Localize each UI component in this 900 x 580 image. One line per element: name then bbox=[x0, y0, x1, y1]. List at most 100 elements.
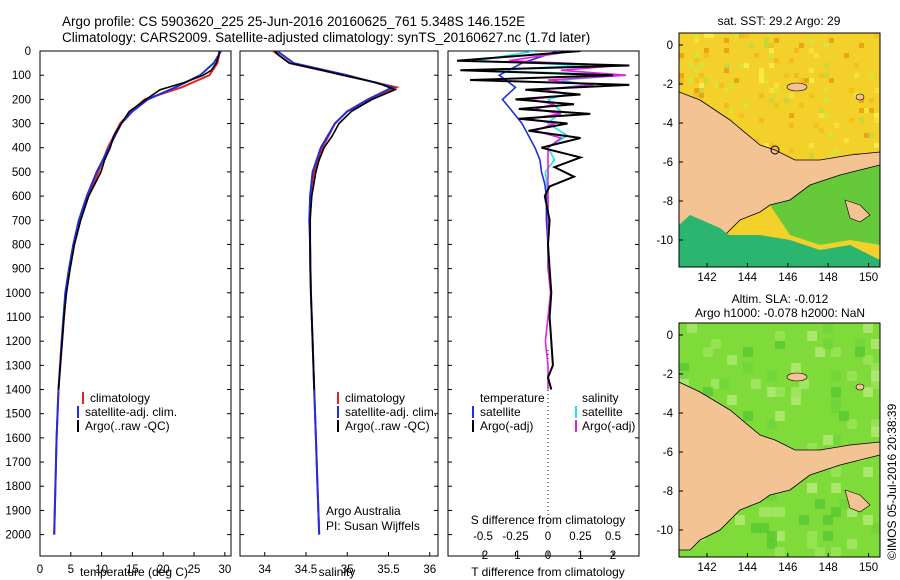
sla-cell bbox=[863, 467, 873, 477]
salinity-panel bbox=[239, 50, 439, 557]
lon-tick-label: 150 bbox=[859, 272, 878, 284]
lon-tick-label: 142 bbox=[697, 272, 716, 284]
sla-cell bbox=[711, 339, 721, 349]
sst-cell bbox=[729, 83, 734, 88]
sst-cell bbox=[784, 98, 789, 103]
temperature-tick-label: 5 bbox=[68, 564, 74, 576]
sst-map bbox=[679, 33, 880, 267]
sst-cell bbox=[774, 83, 779, 88]
sst-cell bbox=[689, 63, 694, 68]
sst-cell bbox=[679, 73, 684, 78]
sla-cell bbox=[687, 323, 697, 333]
lat-tick-label: -4 bbox=[663, 408, 674, 420]
sst-cell bbox=[754, 53, 759, 58]
depth-tick-label: 1300 bbox=[5, 360, 31, 372]
sla-cell bbox=[807, 531, 817, 541]
sla-cell bbox=[831, 395, 841, 405]
t-diff-tick-label: 1 bbox=[577, 550, 583, 562]
sla-cell bbox=[855, 339, 865, 349]
temperature-tick-label: 10 bbox=[95, 564, 108, 576]
sst-cell bbox=[789, 113, 794, 118]
sst-cell bbox=[699, 73, 704, 78]
sst-cell bbox=[699, 93, 704, 98]
sla-cell bbox=[775, 507, 785, 517]
sst-cell bbox=[859, 108, 864, 113]
sst-cell bbox=[679, 78, 684, 83]
sst-cell bbox=[809, 93, 814, 98]
sst-cell bbox=[679, 53, 684, 58]
sla-cell bbox=[823, 435, 833, 445]
temperature-tick-label: 20 bbox=[157, 564, 170, 576]
lon-tick-label: 146 bbox=[778, 272, 797, 284]
imos-stamp: ©IMOS 05-Jul-2016 20:38:39 bbox=[885, 403, 899, 560]
sla-cell bbox=[831, 483, 841, 493]
sst-cell bbox=[854, 63, 859, 68]
sst-cell bbox=[724, 48, 729, 53]
sla-cell bbox=[823, 339, 833, 349]
sst-cell bbox=[874, 143, 879, 148]
s-diff-tick-label: 0 bbox=[545, 531, 551, 543]
sla-cell bbox=[831, 347, 841, 357]
t-diff-tick-label: -1 bbox=[510, 550, 520, 562]
sla-cell bbox=[767, 387, 777, 397]
sla-cell bbox=[831, 371, 841, 381]
lon-tick-label: 144 bbox=[738, 272, 758, 284]
temperature-tick-label: 25 bbox=[188, 564, 201, 576]
sst-cell bbox=[759, 73, 764, 78]
s-diff-tick-label: -0.5 bbox=[473, 531, 493, 543]
sla-cell bbox=[871, 379, 880, 389]
sla-cell bbox=[847, 539, 857, 549]
sla-cell bbox=[847, 371, 857, 381]
sst-cell bbox=[864, 133, 869, 138]
temperature-panel bbox=[39, 50, 232, 557]
salinity-legend: climatology satellite-adj. clim. Argo(..… bbox=[326, 391, 437, 533]
t-diff-tick-label: 2 bbox=[610, 550, 616, 562]
temperature-argo-line bbox=[57, 51, 221, 390]
sst-cell bbox=[699, 83, 704, 88]
sst-cell bbox=[809, 48, 814, 53]
s-diff-tick-label: -0.25 bbox=[502, 531, 528, 543]
sla-cell bbox=[775, 547, 785, 557]
depth-tick-label: 800 bbox=[12, 239, 31, 251]
sla-cell bbox=[839, 411, 849, 421]
sst-cell bbox=[849, 88, 854, 93]
sst-cell bbox=[754, 138, 759, 143]
sst-cell bbox=[834, 123, 839, 128]
sst-cell bbox=[724, 88, 729, 93]
sla-cell bbox=[831, 467, 841, 477]
sla-cell bbox=[807, 443, 817, 453]
sla-cell bbox=[831, 387, 841, 397]
sst-cell bbox=[764, 43, 769, 48]
sst-cell bbox=[809, 68, 814, 73]
sst-cell bbox=[794, 73, 799, 78]
sst-cell bbox=[799, 103, 804, 108]
sst-cell bbox=[799, 78, 804, 83]
sst-cell bbox=[789, 58, 794, 63]
salinity-tick-label: 35.5 bbox=[377, 564, 399, 576]
sst-cell bbox=[869, 108, 874, 113]
temperature-tick-label: 30 bbox=[218, 564, 231, 576]
lat-tick-label: -6 bbox=[663, 447, 673, 459]
sst-cell bbox=[694, 58, 699, 63]
legend-label: Argo(..raw -QC) bbox=[85, 419, 170, 433]
sst-cell bbox=[794, 48, 799, 53]
sst-cell bbox=[699, 63, 704, 68]
salinity-tick-label: 36 bbox=[423, 564, 436, 576]
lon-tick-label: 148 bbox=[819, 562, 838, 574]
sla-cell bbox=[871, 427, 880, 437]
difference-panel bbox=[447, 50, 640, 557]
depth-tick-label: 1800 bbox=[5, 481, 31, 493]
sst-cell bbox=[849, 118, 854, 123]
sst-cell bbox=[789, 93, 794, 98]
salinity-tick-label: 34 bbox=[258, 564, 271, 576]
s-diff-tick-label: 0.25 bbox=[569, 531, 591, 543]
temperature-legend: climatology satellite-adj. clim. Argo(..… bbox=[77, 391, 177, 433]
sst-cell bbox=[819, 113, 824, 118]
sst-cell bbox=[819, 73, 824, 78]
depth-tick-label: 1600 bbox=[5, 433, 31, 445]
sst-cell bbox=[829, 78, 834, 83]
sla-cell bbox=[751, 379, 761, 389]
sst-cell bbox=[764, 38, 769, 43]
salinity-xlabel: salinity bbox=[319, 565, 356, 579]
sst-cell bbox=[749, 43, 754, 48]
